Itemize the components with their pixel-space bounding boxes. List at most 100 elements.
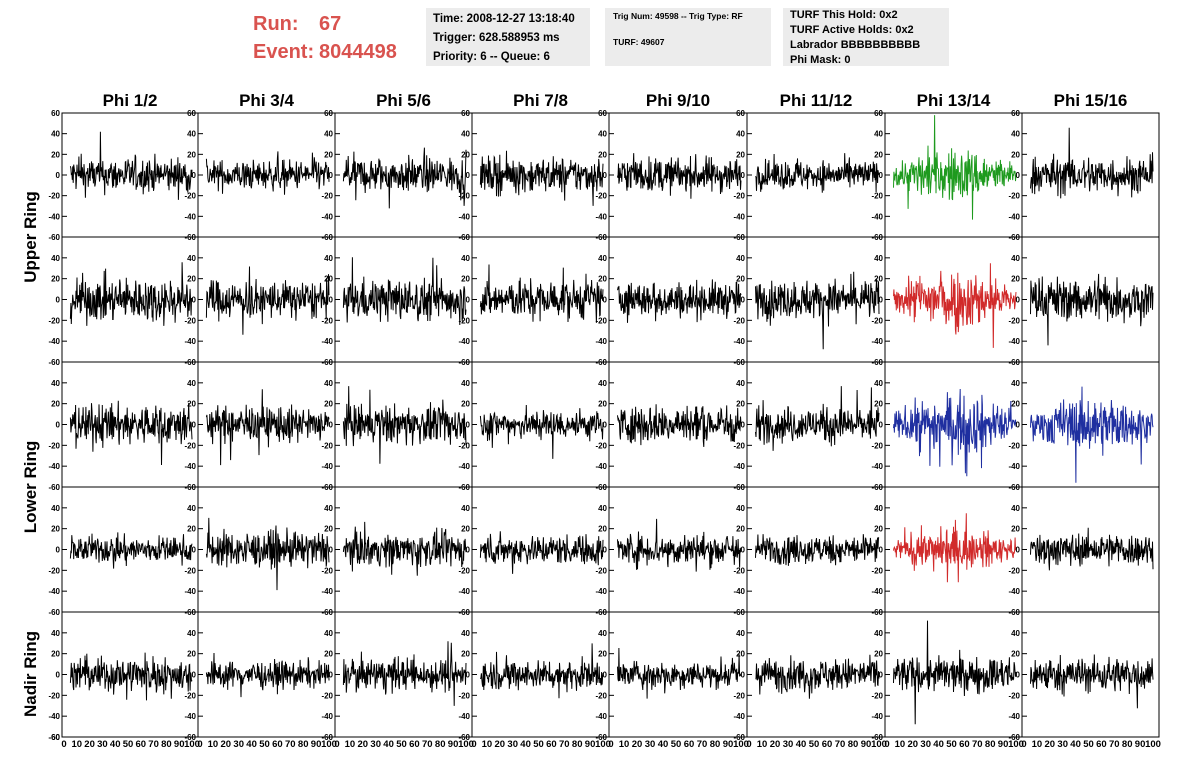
y-tick-label: 20 — [736, 650, 745, 659]
waveform-trace-r3-c3 — [479, 531, 604, 574]
y-tick-label: 0 — [329, 421, 334, 430]
y-tick-label: 40 — [874, 504, 883, 513]
y-tick-label: -60 — [48, 608, 60, 617]
x-tick-label: 10 — [1032, 739, 1043, 750]
y-tick-label: 40 — [187, 629, 196, 638]
y-tick-label: -20 — [595, 566, 607, 575]
y-tick-label: -20 — [184, 192, 196, 201]
y-tick-label: 0 — [603, 171, 608, 180]
x-tick-label: 40 — [110, 739, 121, 750]
waveform-trace-r0-c6 — [893, 115, 1017, 220]
time-trigger-box: Time: 2008-12-27 13:18:40 Trigger: 628.5… — [426, 8, 590, 66]
y-tick-label: 20 — [1011, 400, 1020, 409]
y-tick-label: 40 — [874, 629, 883, 638]
y-tick-label: 20 — [324, 400, 333, 409]
waveform-trace-r3-c5 — [755, 534, 880, 566]
y-tick-label: -20 — [48, 441, 60, 450]
y-tick-label: -40 — [48, 337, 60, 346]
y-tick-label: -20 — [321, 566, 333, 575]
turf-status-box: TURF This Hold: 0x2 TURF Active Holds: 0… — [783, 8, 949, 66]
y-tick-label: 40 — [461, 379, 470, 388]
x-tick-label: 90 — [174, 739, 185, 750]
x-tick-label: 50 — [671, 739, 682, 750]
y-tick-label: -40 — [458, 212, 470, 221]
x-tick-label: 60 — [684, 739, 695, 750]
x-tick-label: 40 — [520, 739, 531, 750]
y-tick-label: -40 — [48, 462, 60, 471]
y-tick-label: 20 — [598, 275, 607, 284]
x-tick-label: 70 — [835, 739, 846, 750]
y-tick-label: 0 — [879, 296, 884, 305]
waveform-trace-r3-c7 — [1030, 527, 1154, 571]
waveform-trace-r3-c1 — [205, 517, 330, 591]
x-tick-label: 50 — [533, 739, 544, 750]
y-tick-label: 0 — [192, 296, 197, 305]
time-text: Time: 2008-12-27 13:18:40 — [433, 13, 575, 25]
y-tick-label: -40 — [1008, 212, 1020, 221]
turf-this-hold-text: TURF This Hold: 0x2 — [790, 9, 898, 21]
y-tick-label: -60 — [48, 233, 60, 242]
x-tick-label: 0 — [61, 739, 66, 750]
y-tick-label: 0 — [56, 671, 61, 680]
column-header-phi-9-10: Phi 9/10 — [646, 91, 710, 110]
y-tick-label: 40 — [874, 379, 883, 388]
y-tick-label: 60 — [51, 109, 60, 118]
y-tick-label: 20 — [874, 525, 883, 534]
waveform-trace-r2-c1 — [205, 389, 330, 466]
y-tick-label: 20 — [187, 525, 196, 534]
y-tick-label: 40 — [324, 504, 333, 513]
waveform-trace-r3-c0 — [69, 532, 193, 569]
y-tick-label: 20 — [598, 400, 607, 409]
x-tick-label: 10 — [208, 739, 219, 750]
y-tick-label: -40 — [184, 712, 196, 721]
column-header-phi-13-14: Phi 13/14 — [917, 91, 991, 110]
y-tick-label: -40 — [48, 712, 60, 721]
waveform-trace-r0-c7 — [1030, 127, 1154, 199]
waveform-trace-r0-c4 — [617, 153, 742, 199]
y-tick-label: 40 — [598, 504, 607, 513]
waveform-trace-r4-c3 — [479, 643, 604, 699]
y-tick-label: -40 — [1008, 462, 1020, 471]
y-tick-label: -40 — [458, 337, 470, 346]
waveform-trace-r4-c6 — [893, 620, 1017, 725]
y-tick-label: 40 — [598, 130, 607, 139]
y-tick-label: -20 — [871, 566, 883, 575]
y-tick-label: -40 — [458, 712, 470, 721]
row-label-nadir-ring: Nadir Ring — [21, 631, 40, 717]
waveform-trace-r1-c7 — [1030, 273, 1154, 346]
x-tick-label: 100 — [1145, 739, 1161, 750]
y-tick-label: -40 — [733, 337, 745, 346]
y-tick-label: -20 — [321, 691, 333, 700]
y-tick-label: 40 — [324, 254, 333, 263]
y-tick-label: -20 — [458, 566, 470, 575]
waveform-trace-r3-c6 — [893, 513, 1017, 583]
x-tick-label: 0 — [334, 739, 339, 750]
y-tick-label: 0 — [56, 171, 61, 180]
y-tick-label: -40 — [733, 712, 745, 721]
x-tick-label: 0 — [1021, 739, 1026, 750]
y-tick-label: 40 — [51, 379, 60, 388]
y-tick-label: 0 — [741, 671, 746, 680]
y-tick-label: 0 — [329, 671, 334, 680]
y-tick-label: 60 — [1011, 109, 1020, 118]
x-tick-label: 70 — [559, 739, 570, 750]
x-tick-label: 0 — [884, 739, 889, 750]
run-label: Run: — [253, 13, 299, 35]
waveform-trace-r4-c4 — [617, 647, 742, 699]
y-tick-label: 40 — [461, 254, 470, 263]
y-tick-label: -40 — [871, 337, 883, 346]
y-tick-label: -20 — [1008, 691, 1020, 700]
y-tick-label: -40 — [458, 587, 470, 596]
y-tick-label: -40 — [595, 712, 607, 721]
y-tick-label: 40 — [1011, 130, 1020, 139]
column-header-phi-15-16: Phi 15/16 — [1054, 91, 1128, 110]
waveform-trace-r3-c4 — [617, 518, 742, 572]
y-tick-label: 0 — [741, 171, 746, 180]
column-header-phi-7-8: Phi 7/8 — [513, 91, 568, 110]
y-tick-label: 20 — [598, 650, 607, 659]
row-label-lower-ring: Lower Ring — [21, 441, 40, 534]
waveform-trace-r1-c5 — [755, 271, 880, 350]
x-tick-label: 100 — [871, 739, 887, 750]
x-tick-label: 40 — [933, 739, 944, 750]
x-tick-label: 0 — [608, 739, 613, 750]
